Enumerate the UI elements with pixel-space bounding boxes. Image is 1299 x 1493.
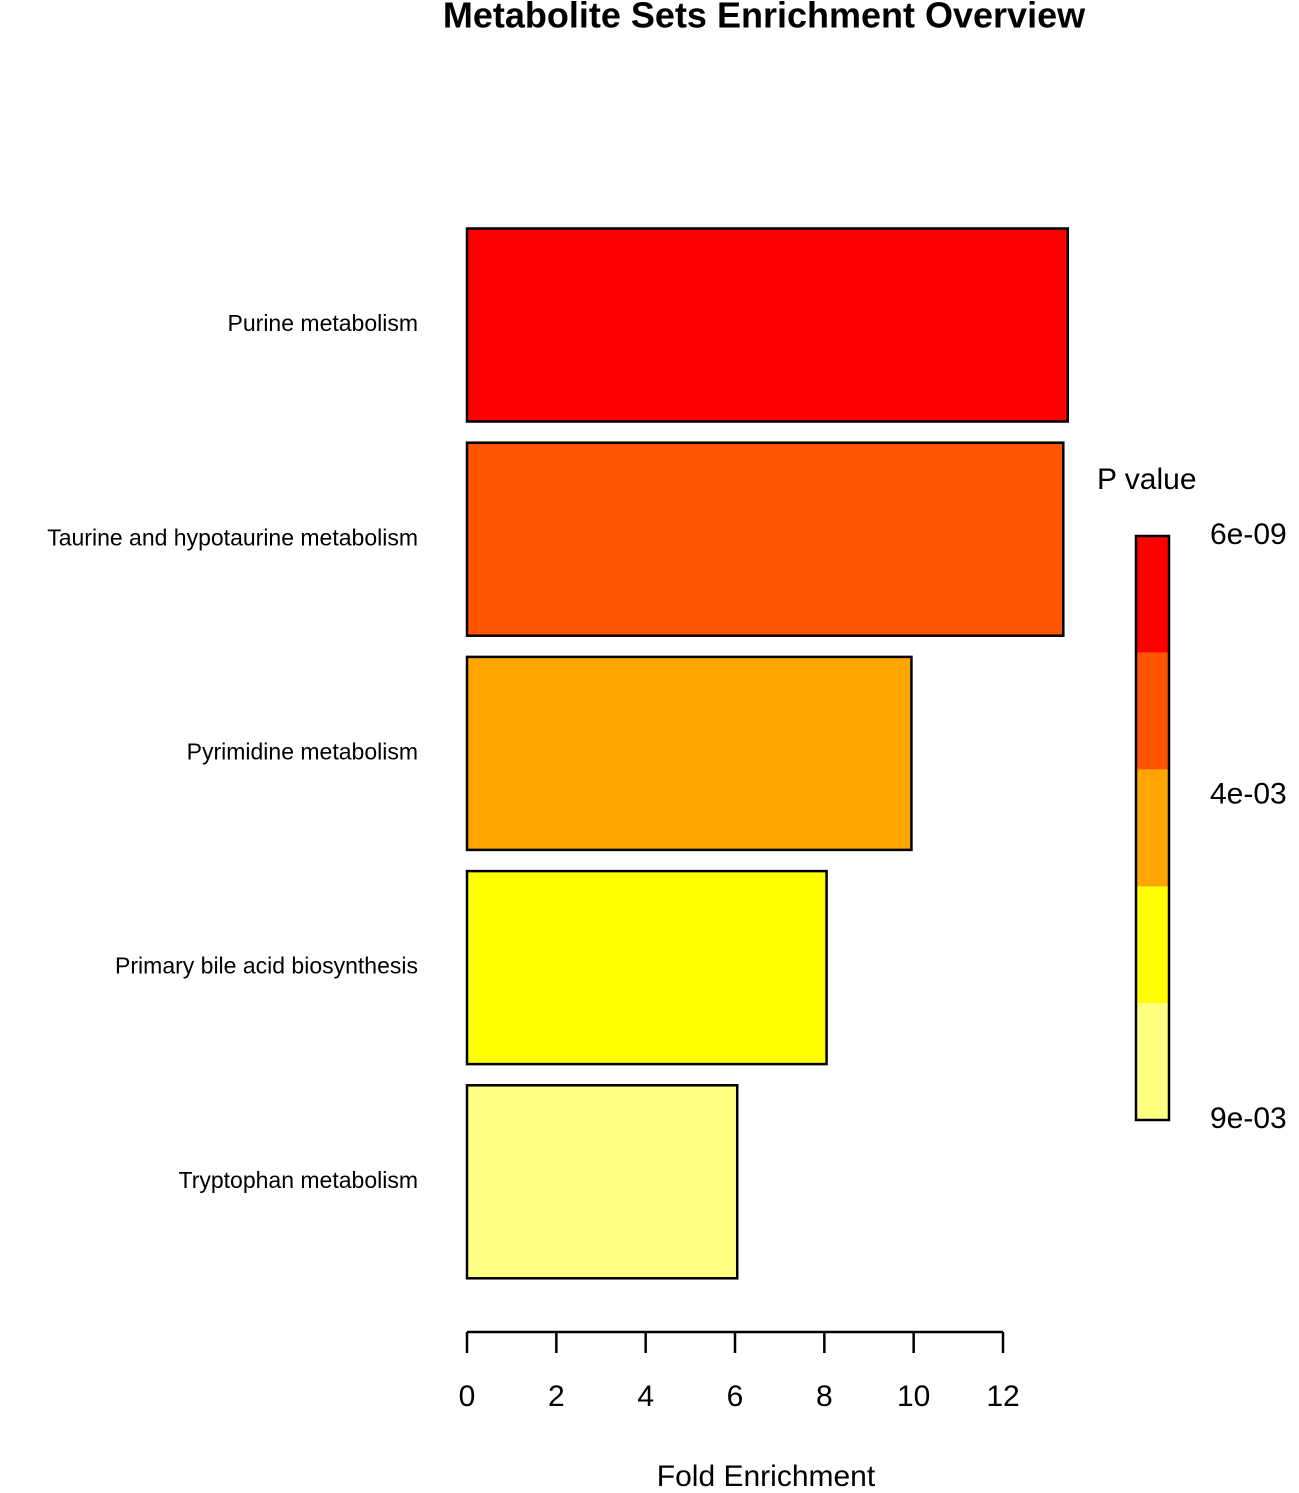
x-axis-title: Fold Enrichment bbox=[657, 1460, 876, 1493]
x-tick-label: 12 bbox=[986, 1380, 1019, 1413]
colorbar-band bbox=[1136, 1003, 1169, 1120]
colorbar-tick-label: 4e-03 bbox=[1210, 777, 1287, 810]
x-tick-label: 2 bbox=[548, 1380, 565, 1413]
bar bbox=[465, 655, 913, 852]
colorbar-tick-label: 9e-03 bbox=[1210, 1102, 1287, 1135]
bar bbox=[465, 1084, 739, 1280]
colorbar-band bbox=[1136, 886, 1169, 1004]
y-tick-label: Taurine and hypotaurine metabolism bbox=[47, 524, 418, 550]
colorbar-tick-label: 6e-09 bbox=[1210, 518, 1287, 551]
colorbar-frame bbox=[1134, 534, 1171, 1122]
y-tick-label: Tryptophan metabolism bbox=[179, 1167, 418, 1193]
x-tick-label: 6 bbox=[727, 1380, 744, 1413]
bar bbox=[465, 869, 828, 1066]
colorbar-band bbox=[1136, 536, 1169, 653]
chart-title: Metabolite Sets Enrichment Overview bbox=[443, 0, 1086, 36]
colorbar-band bbox=[1136, 652, 1169, 770]
x-tick-label: 4 bbox=[637, 1380, 654, 1413]
y-tick-label: Primary bile acid biosynthesis bbox=[115, 953, 418, 979]
bar bbox=[465, 227, 1070, 423]
colorbar-band bbox=[1136, 769, 1169, 887]
colorbar-title: P value bbox=[1097, 463, 1197, 496]
x-tick-label: 0 bbox=[459, 1380, 476, 1413]
x-tick-label: 8 bbox=[816, 1380, 833, 1413]
y-tick-label: Pyrimidine metabolism bbox=[187, 738, 418, 764]
y-tick-label: Purine metabolism bbox=[228, 310, 418, 336]
x-tick-label: 10 bbox=[897, 1380, 930, 1413]
bar bbox=[465, 441, 1065, 637]
